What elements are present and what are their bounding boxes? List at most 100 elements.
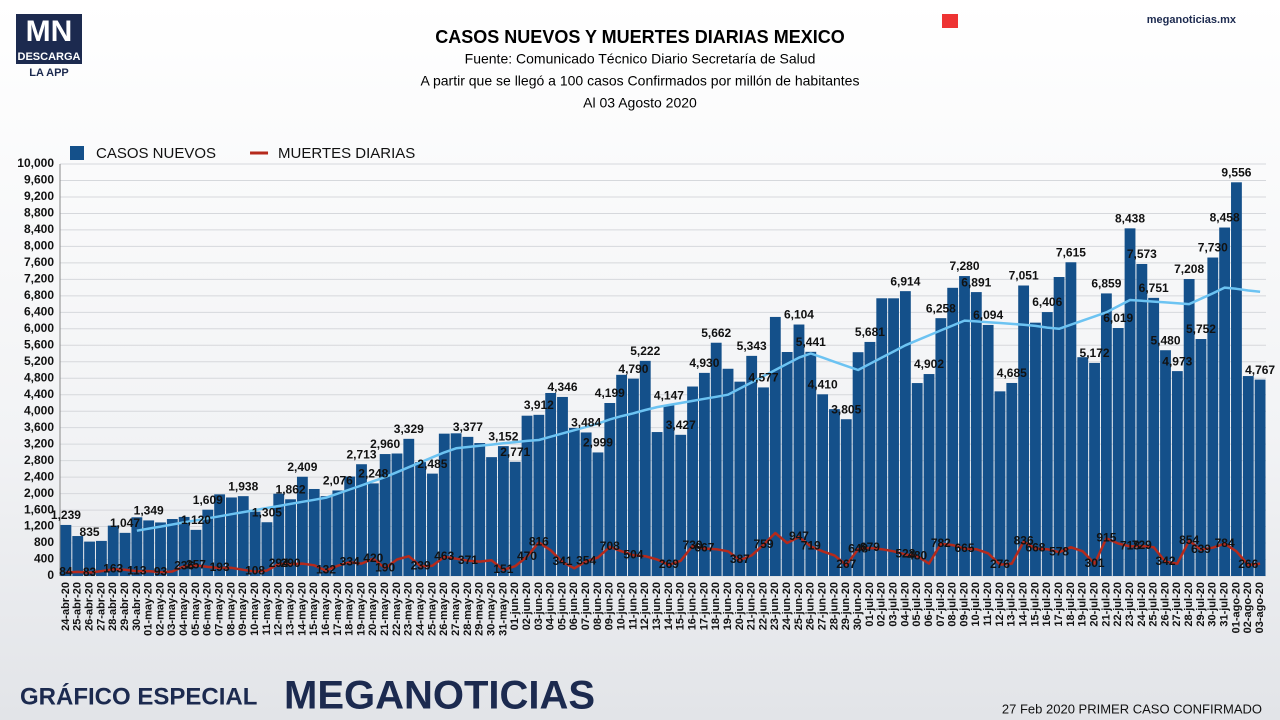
value-label: 7,615	[1056, 245, 1086, 259]
x-tick-label: 13-may-20	[284, 582, 296, 636]
x-tick-label: 02-jun-20	[521, 582, 533, 630]
value-label: 132	[316, 563, 336, 577]
bar	[1219, 227, 1231, 576]
bar	[1124, 228, 1136, 576]
y-tick-label: 8,400	[24, 222, 54, 236]
y-tick-label: 6,000	[24, 321, 54, 335]
bar	[1254, 379, 1266, 576]
value-label: 1,349	[134, 504, 164, 518]
x-tick-label: 28-may-20	[462, 582, 474, 636]
bar	[675, 434, 687, 576]
value-label: 2,409	[287, 460, 317, 474]
footer-left: GRÁFICO ESPECIAL	[20, 682, 257, 710]
value-label: 5,222	[630, 344, 660, 358]
value-label: 239	[411, 558, 431, 572]
value-label: 668	[1025, 541, 1045, 555]
bar	[1160, 350, 1171, 576]
bar	[391, 453, 403, 576]
value-label: 816	[529, 535, 549, 549]
value-label: 5,441	[796, 335, 826, 349]
bar	[793, 324, 805, 576]
value-label: 3,152	[488, 429, 518, 443]
value-label: 108	[245, 564, 265, 578]
value-label: 6,258	[926, 301, 956, 315]
bar	[982, 324, 994, 576]
chart-title: CASOS NUEVOS Y MUERTES DIARIAS MEXICO	[435, 27, 844, 47]
x-tick-label: 03-jun-20	[533, 582, 545, 630]
x-tick-label: 21-may-20	[379, 582, 391, 636]
bar	[285, 499, 296, 576]
y-tick-label: 3,600	[24, 420, 54, 434]
x-tick-label: 08-jun-20	[592, 582, 604, 630]
bar	[651, 432, 663, 576]
bar	[805, 351, 817, 576]
value-label: 2,713	[346, 447, 376, 461]
value-label: 9,556	[1221, 165, 1251, 179]
value-label: 759	[753, 537, 773, 551]
subtitle: Fuente: Comunicado Técnico Diario Secret…	[465, 51, 816, 67]
bar	[308, 488, 320, 576]
value-label: 5,681	[855, 325, 885, 339]
value-label: 266	[1238, 557, 1258, 571]
value-label: 3,329	[394, 422, 424, 436]
bar	[935, 318, 947, 576]
bar	[344, 476, 356, 576]
bar	[1231, 182, 1242, 577]
bar	[1030, 322, 1041, 576]
x-tick-label: 01-jul-20	[864, 582, 876, 627]
value-label: 301	[1085, 556, 1105, 570]
value-label: 5,752	[1186, 322, 1216, 336]
x-tick-label: 29-may-20	[474, 582, 486, 636]
value-label: 784	[1215, 536, 1235, 550]
legend-swatch	[70, 146, 84, 160]
x-tick-label: 30-abr-20	[131, 582, 143, 631]
bar	[947, 287, 959, 576]
x-tick-label: 21-jul-20	[1100, 582, 1112, 627]
site: meganoticias.mx	[1147, 14, 1237, 26]
value-label: 4,199	[595, 386, 625, 400]
y-tick-label: 2,000	[24, 486, 54, 500]
x-tick-label: 04-jun-20	[545, 582, 557, 630]
bar	[72, 536, 84, 576]
bar	[296, 476, 308, 576]
bar	[403, 438, 415, 576]
value-label: 151	[493, 562, 513, 576]
value-label: 267	[836, 557, 856, 571]
x-tick-label: 12-jul-20	[994, 582, 1006, 627]
bar	[367, 483, 379, 576]
x-tick-label: 29-jul-20	[1195, 582, 1207, 627]
value-label: 719	[801, 539, 821, 553]
value-label: 1,120	[181, 513, 211, 527]
value-label: 1,305	[252, 505, 282, 519]
x-tick-label: 02-may-20	[154, 582, 166, 636]
bar	[557, 396, 568, 576]
value-label: 729	[1132, 538, 1152, 552]
x-tick-label: 18-jun-20	[710, 582, 722, 630]
value-label: 269	[659, 557, 679, 571]
x-tick-label: 17-may-20	[332, 582, 344, 636]
logo: MN	[26, 15, 73, 48]
x-tick-label: 10-jul-20	[970, 582, 982, 627]
bar	[521, 415, 533, 576]
legend-label: MUERTES DIARIAS	[278, 145, 415, 162]
value-label: 2,248	[358, 467, 388, 481]
x-tick-label: 02-jul-20	[876, 582, 888, 627]
subtitle: Al 03 Agosto 2020	[583, 95, 697, 111]
bar	[616, 374, 628, 576]
x-tick-label: 30-jun-20	[852, 582, 864, 630]
legend-label: CASOS NUEVOS	[96, 145, 216, 162]
value-label: 1,047	[110, 516, 140, 530]
x-tick-label: 11-jul-20	[982, 582, 994, 626]
bar	[959, 276, 970, 576]
y-tick-label: 800	[34, 535, 54, 549]
x-tick-label: 14-may-20	[296, 582, 308, 636]
x-tick-label: 31-may-20	[497, 582, 509, 636]
value-label: 4,767	[1245, 363, 1275, 377]
x-tick-label: 20-jun-20	[734, 582, 746, 630]
bar	[379, 454, 391, 576]
value-label: 341	[552, 554, 572, 568]
value-label: 836	[1014, 534, 1034, 548]
bar	[166, 519, 178, 576]
x-tick-label: 22-may-20	[391, 582, 403, 636]
x-tick-label: 12-jun-20	[639, 582, 651, 630]
